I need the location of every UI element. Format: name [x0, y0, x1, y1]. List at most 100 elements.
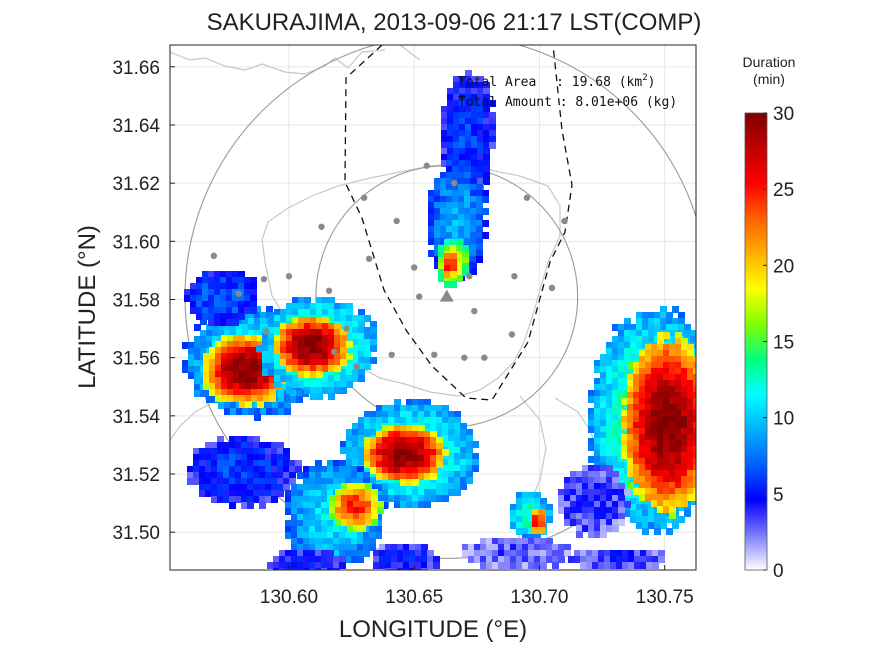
heatmap-cell	[244, 289, 251, 296]
heatmap-cell	[466, 447, 473, 454]
heatmap-cell	[489, 142, 496, 149]
heatmap-cell	[477, 94, 484, 101]
heatmap-cell	[446, 172, 453, 179]
heatmap-cell	[217, 472, 224, 479]
heatmap-cell	[397, 556, 404, 563]
heatmap-cell	[462, 251, 469, 258]
heatmap-cell	[333, 532, 340, 539]
heatmap-cell	[657, 416, 664, 423]
heatmap-cell	[702, 480, 709, 487]
heatmap-cell	[711, 434, 718, 441]
heatmap-cell	[714, 396, 721, 403]
heatmap-cell	[459, 88, 466, 95]
heatmap-cell	[236, 324, 243, 331]
heatmap-cell	[315, 508, 322, 515]
heatmap-cell	[480, 550, 487, 557]
heatmap-cell	[476, 196, 483, 203]
heatmap-cell	[634, 550, 641, 557]
heatmap-cell	[265, 454, 272, 461]
heatmap-cell	[291, 496, 298, 503]
heatmap-cell	[286, 335, 293, 342]
heatmap-cell	[618, 366, 625, 373]
heatmap-cell	[454, 441, 461, 448]
heatmap-cell	[448, 447, 455, 454]
heatmap-cell	[480, 538, 487, 545]
heatmap-cell	[681, 482, 688, 489]
heatmap-cell	[196, 289, 203, 296]
heatmap-cell	[693, 398, 696, 405]
heatmap-cell	[254, 312, 261, 319]
heatmap-cell	[424, 431, 431, 438]
heatmap-cell	[446, 178, 453, 185]
heatmap-cell	[657, 410, 664, 417]
heatmap-cell	[304, 335, 311, 342]
heatmap-cell	[456, 251, 463, 258]
heatmap-cell	[245, 371, 252, 378]
heatmap-cell	[352, 453, 359, 460]
heatmap-cell	[291, 520, 298, 527]
heatmap-cell	[580, 562, 587, 569]
heatmap-cell	[651, 410, 658, 417]
heatmap-cell	[406, 501, 413, 508]
heatmap-cell	[352, 357, 359, 364]
heatmap-cell	[622, 556, 629, 563]
heatmap-cell	[291, 568, 298, 570]
colorbar-tick-label: 0	[773, 561, 784, 582]
heatmap-cell	[309, 574, 316, 581]
heatmap-cell	[251, 335, 258, 342]
heatmap-cell	[339, 532, 346, 539]
heatmap-cell	[448, 471, 455, 478]
heatmap-cell	[606, 489, 613, 496]
heatmap-cell	[364, 417, 371, 424]
heatmap-cell	[474, 544, 481, 551]
heatmap-cell	[242, 318, 249, 325]
heatmap-cell	[268, 315, 275, 322]
heatmap-cell	[263, 383, 270, 390]
heatmap-cell	[359, 507, 366, 514]
heatmap-cell	[696, 420, 703, 427]
heatmap-cell	[409, 544, 416, 551]
heatmap-cell	[470, 184, 477, 191]
heatmap-cell	[370, 437, 377, 444]
heatmap-cell	[441, 136, 448, 143]
heatmap-cell	[576, 513, 583, 520]
heatmap-cell	[220, 277, 227, 284]
heatmap-cell	[266, 402, 273, 409]
heatmap-cell	[268, 363, 275, 370]
heatmap-cell	[277, 472, 284, 479]
heatmap-cell	[633, 446, 640, 453]
heatmap-cell	[267, 562, 274, 569]
heatmap-cell	[471, 148, 478, 155]
heatmap-cell	[458, 178, 465, 185]
heatmap-cell	[444, 271, 451, 278]
heatmap-cell	[291, 538, 298, 545]
heatmap-cell	[594, 390, 601, 397]
y-tick-label: 31.62	[112, 174, 160, 195]
heatmap-cell	[315, 514, 322, 521]
heatmap-cell	[564, 519, 571, 526]
heatmap-cell	[465, 76, 472, 83]
heatmap-cell	[289, 472, 296, 479]
heatmap-cell	[310, 393, 317, 400]
heatmap-cell	[346, 447, 353, 454]
x-tick-label: 130.60	[260, 587, 318, 608]
heatmap-cell	[651, 398, 658, 405]
heatmap-cell	[639, 368, 646, 375]
heatmap-cell	[651, 470, 658, 477]
heatmap-cell	[528, 498, 535, 505]
heatmap-cell	[316, 381, 323, 388]
heatmap-cell	[297, 574, 304, 581]
heatmap-cell	[277, 478, 284, 485]
heatmap-cell	[606, 507, 613, 514]
heatmap-cell	[459, 118, 466, 125]
heatmap-cell	[459, 160, 466, 167]
heatmap-cell	[438, 257, 445, 264]
heatmap-cell	[298, 375, 305, 382]
heatmap-cell	[412, 437, 419, 444]
heatmap-cell	[612, 489, 619, 496]
heatmap-cell	[669, 422, 676, 429]
heatmap-cell	[340, 315, 347, 322]
heatmap-cell	[351, 544, 358, 551]
heatmap-cell	[200, 348, 207, 355]
heatmap-cell	[315, 472, 322, 479]
